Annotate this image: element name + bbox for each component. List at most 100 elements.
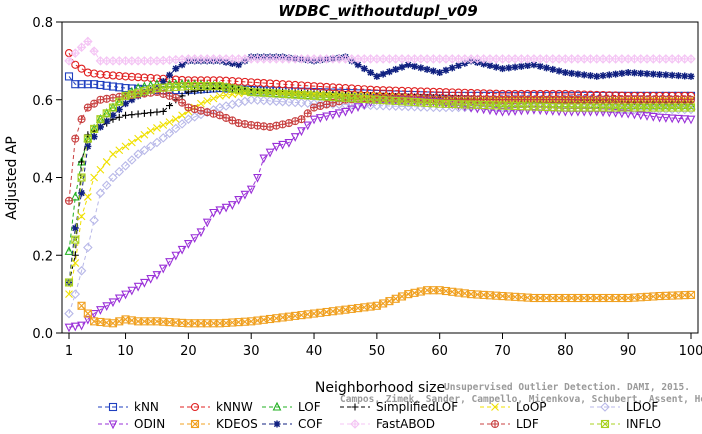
point-cof xyxy=(649,70,657,78)
y-tick-label: 0.0 xyxy=(32,327,53,342)
point-fastabod xyxy=(83,36,93,47)
point-odin xyxy=(648,112,658,122)
point-cof xyxy=(599,72,607,80)
point-cof xyxy=(235,61,243,69)
legend-label-inflo: INFLO xyxy=(626,417,661,431)
y-axis-label: Adjusted AP xyxy=(4,136,20,220)
legend-label-knn: kNN xyxy=(134,400,159,414)
point-cof xyxy=(668,71,676,79)
point-knnw xyxy=(190,76,199,85)
point-knnw xyxy=(196,76,205,85)
plot-area xyxy=(64,36,696,333)
point-loop xyxy=(178,111,186,120)
point-ldf xyxy=(686,95,696,104)
point-ldof xyxy=(120,161,131,171)
legend-item-loop: LoOP xyxy=(480,400,547,414)
point-cof xyxy=(429,67,437,75)
series-simplifiedlof xyxy=(65,84,695,286)
point-ldof xyxy=(284,97,294,107)
series-fastabod xyxy=(64,36,696,66)
point-odin xyxy=(290,133,300,142)
point-cof xyxy=(115,105,123,113)
point-cof xyxy=(78,189,86,197)
point-odin xyxy=(127,286,137,296)
point-cof xyxy=(103,117,111,125)
legend-item-knnw: kNNW xyxy=(180,400,253,414)
point-ldof xyxy=(252,95,263,105)
point-knnw xyxy=(316,82,325,91)
legend-label-cof: COF xyxy=(298,417,323,431)
point-cof xyxy=(423,65,431,73)
point-odin xyxy=(183,240,193,249)
point-knnw xyxy=(247,78,256,87)
point-knnw xyxy=(83,68,92,77)
point-odin xyxy=(655,113,664,123)
point-knnw xyxy=(184,76,193,85)
point-knnw xyxy=(209,76,218,85)
point-knn xyxy=(71,80,80,89)
point-ldof xyxy=(64,308,74,319)
point-odin xyxy=(259,154,269,164)
point-cof xyxy=(586,72,594,80)
point-ldof xyxy=(296,98,307,108)
point-loop xyxy=(159,121,168,129)
point-odin xyxy=(297,127,306,137)
legend-item-cof: COF xyxy=(262,417,323,431)
point-ldof xyxy=(258,95,269,106)
point-odin xyxy=(309,115,319,125)
point-cof xyxy=(71,224,79,232)
legend-item-ldof: LDOF xyxy=(590,400,658,414)
point-odin xyxy=(240,190,250,200)
point-cof xyxy=(417,64,425,72)
point-odin xyxy=(611,109,620,118)
point-odin xyxy=(680,115,690,125)
point-odin xyxy=(479,105,489,115)
point-cof xyxy=(624,69,632,77)
point-odin xyxy=(623,109,633,119)
point-cof xyxy=(360,65,368,73)
point-cof xyxy=(574,70,582,78)
point-cof xyxy=(687,72,695,80)
point-odin xyxy=(227,201,237,210)
point-cof xyxy=(561,69,569,77)
x-axis: 1 10 20 30 40 50 60 70 80 90 100 xyxy=(65,333,702,359)
point-loop xyxy=(96,165,105,174)
watermark-line-1: Unsupervised Outlier Detection. DAMI, 20… xyxy=(444,382,690,393)
point-knnw xyxy=(127,72,136,81)
legend-item-simplifiedlof: SimplifiedLOF xyxy=(340,400,458,414)
point-cof xyxy=(612,70,620,78)
point-cof xyxy=(549,65,557,73)
point-cof xyxy=(486,62,494,70)
point-odin xyxy=(177,245,187,255)
point-ldf xyxy=(90,99,99,108)
point-loop xyxy=(140,130,149,139)
point-cof xyxy=(530,61,538,69)
legend-label-ldf: LDF xyxy=(516,417,539,431)
point-simplifiedlof xyxy=(71,251,79,259)
point-odin xyxy=(334,109,344,119)
point-simplifiedlof xyxy=(153,108,161,116)
legend-item-odin: ODIN xyxy=(98,417,165,431)
point-odin xyxy=(315,114,325,123)
point-odin xyxy=(64,323,74,333)
point-cof xyxy=(524,62,532,70)
point-cof xyxy=(96,123,104,131)
point-cof xyxy=(618,69,626,77)
point-odin xyxy=(102,302,112,312)
point-knn xyxy=(102,81,111,90)
y-tick-label: 0.8 xyxy=(32,16,53,31)
point-odin xyxy=(498,107,507,117)
point-odin xyxy=(579,107,589,117)
point-odin xyxy=(190,234,200,243)
point-knnw xyxy=(90,69,99,78)
point-simplifiedlof xyxy=(159,107,167,115)
point-odin xyxy=(77,321,86,331)
point-ldof xyxy=(372,100,382,111)
point-odin xyxy=(89,310,99,319)
legend-item-fastabod: FastABOD xyxy=(340,417,435,431)
point-ldf xyxy=(64,196,74,205)
point-odin xyxy=(661,114,671,123)
point-inflo xyxy=(71,235,80,244)
point-knnw xyxy=(77,64,86,73)
